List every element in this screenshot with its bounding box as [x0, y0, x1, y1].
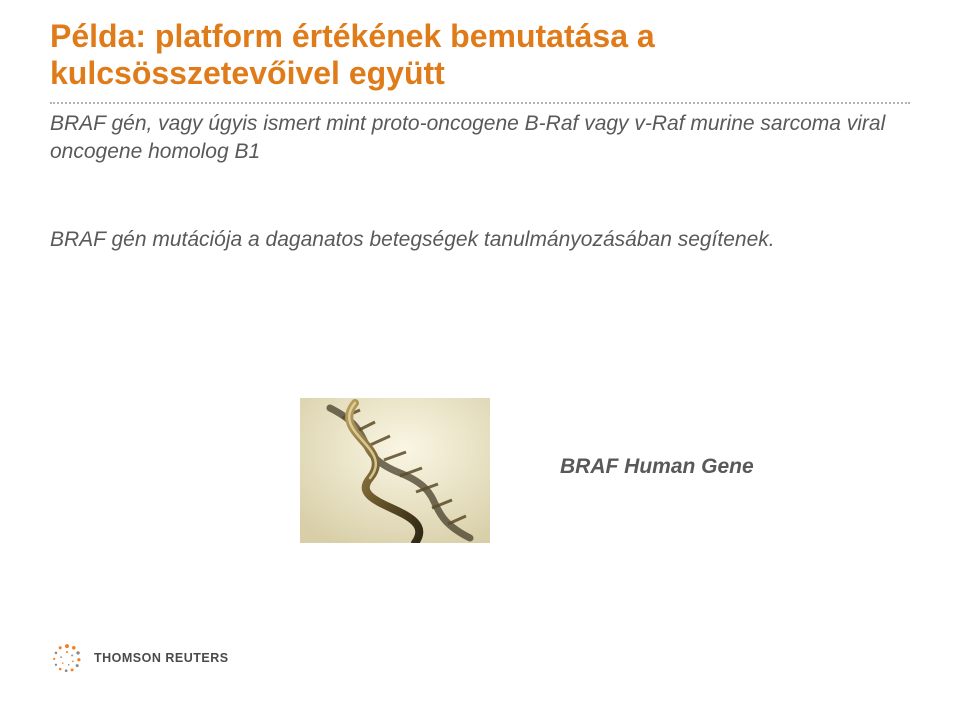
footer-logo: THOMSON REUTERS: [50, 641, 229, 675]
dna-helix-icon: [300, 398, 490, 543]
footer-brand-text: THOMSON REUTERS: [94, 651, 229, 665]
image-caption: BRAF Human Gene: [560, 455, 754, 479]
dna-image: [300, 398, 490, 543]
paragraph-2: BRAF gén mutációja a daganatos betegsége…: [50, 226, 910, 254]
slide-title: Példa: platform értékének bemutatása a k…: [50, 18, 910, 92]
title-line-1: Példa: platform értékének bemutatása a: [50, 18, 655, 54]
title-line-2: kulcsösszetevőivel együtt: [50, 55, 445, 91]
title-divider: [50, 102, 910, 104]
paragraph-1: BRAF gén, vagy úgyis ismert mint proto-o…: [50, 110, 910, 167]
slide: Példa: platform értékének bemutatása a k…: [0, 0, 960, 703]
reuters-sunburst-icon: [50, 641, 84, 675]
